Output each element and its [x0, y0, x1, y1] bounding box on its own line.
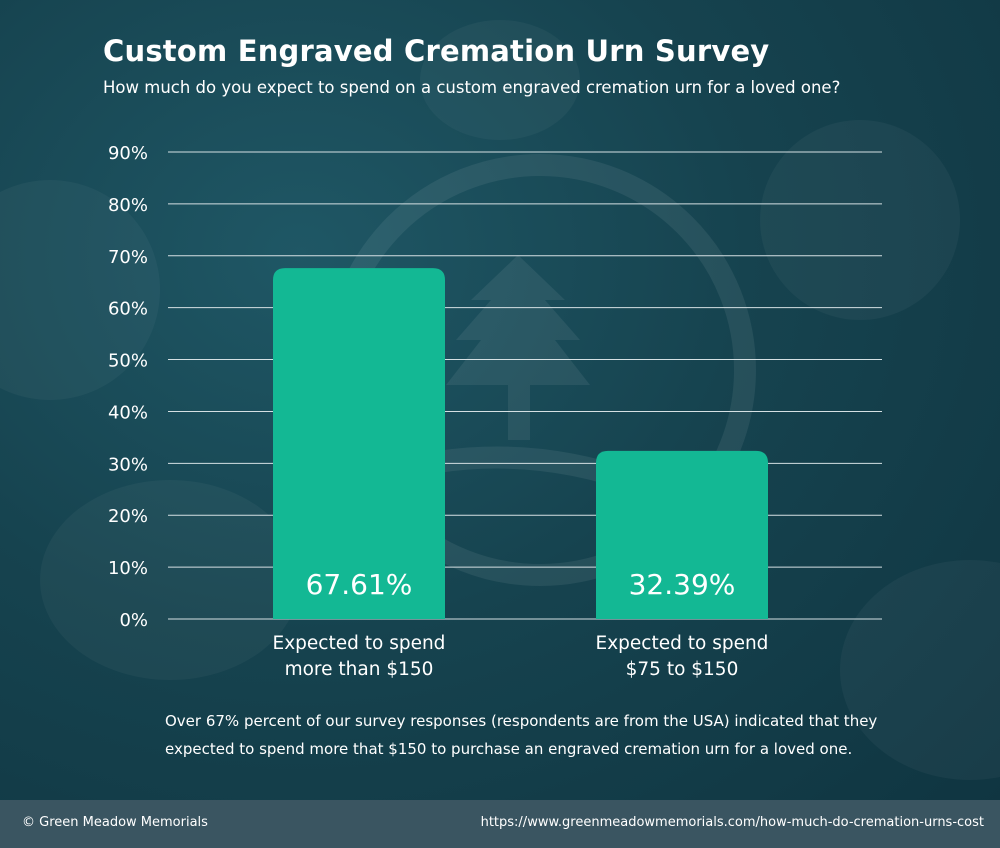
y-tick-label: 20% [108, 506, 148, 527]
source-url: https://www.greenmeadowmemorials.com/how… [480, 815, 984, 830]
y-tick-label: 30% [108, 454, 148, 475]
y-tick-label: 40% [108, 402, 148, 423]
copyright-text: © Green Meadow Memorials [22, 815, 208, 830]
x-category-label: Expected to spend [273, 633, 446, 654]
chart-description: Over 67% percent of our survey responses… [165, 712, 878, 758]
y-axis-ticks: 0% 10% 20% 30% 40% 50% 60% 70% 80% 90% [108, 143, 148, 631]
bar-value-label: 67.61% [306, 568, 413, 601]
bar-value-label: 32.39% [629, 568, 736, 601]
y-tick-label: 0% [119, 610, 148, 631]
chart-subtitle: How much do you expect to spend on a cus… [103, 78, 841, 97]
y-tick-label: 60% [108, 299, 148, 320]
chart-title: Custom Engraved Cremation Urn Survey [103, 34, 770, 68]
y-tick-label: 10% [108, 558, 148, 579]
y-tick-label: 50% [108, 351, 148, 372]
x-axis-labels: Expected to spend more than $150 Expected … [273, 633, 769, 680]
bar [273, 268, 445, 619]
y-tick-label: 70% [108, 247, 148, 268]
bar-chart: 0% 10% 20% 30% 40% 50% 60% 70% 80% 90% 67.61% 32.3… [108, 143, 882, 680]
x-category-label: more than $150 [285, 659, 434, 680]
bar [596, 450, 768, 619]
footer: © Green Meadow Memorials https://www.gre… [0, 800, 1000, 848]
bars: 67.61% 32.39% [273, 268, 768, 619]
x-category-label: $75 to $150 [626, 659, 739, 680]
y-tick-label: 90% [108, 143, 148, 164]
x-category-label: Expected to spend [596, 633, 769, 654]
tree-icon [446, 255, 590, 440]
y-tick-label: 80% [108, 195, 148, 216]
